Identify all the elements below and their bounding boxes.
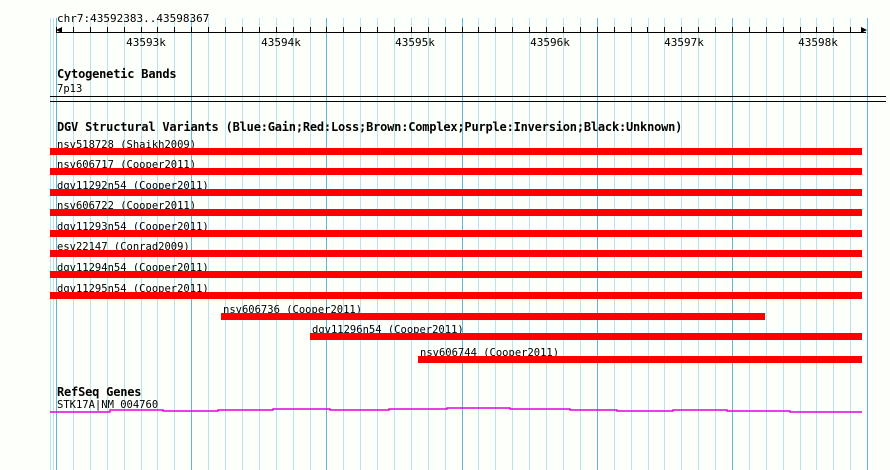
ruler-tick	[462, 27, 463, 33]
ruler-tick	[445, 27, 446, 33]
ruler-tick	[512, 27, 513, 33]
ruler-tick	[157, 27, 158, 33]
cytoband-divider-line	[50, 96, 886, 97]
ruler-tick	[394, 27, 395, 33]
ruler-tick	[631, 27, 632, 33]
ruler-tick	[664, 27, 665, 33]
ruler-tick	[377, 27, 378, 33]
ruler-tick	[360, 27, 361, 33]
ruler-tick	[816, 27, 817, 33]
ruler-tick-label: 43593k	[126, 36, 166, 49]
ruler-tick	[495, 27, 496, 33]
ruler-tick	[411, 27, 412, 33]
ruler-tick	[681, 27, 682, 33]
ruler-tick	[614, 27, 615, 33]
dgv-variant-bar[interactable]	[418, 356, 862, 363]
dgv-variant-bar[interactable]	[50, 189, 862, 196]
ruler-tick-label: 43594k	[261, 36, 301, 49]
ruler-tick	[563, 27, 564, 33]
ruler-tick	[191, 27, 192, 33]
ruler-tick	[478, 27, 479, 33]
ruler-tick	[242, 27, 243, 33]
dgv-variant-bar[interactable]	[310, 333, 862, 340]
ruler-tick	[597, 27, 598, 33]
cytogenetic-bands-title: Cytogenetic Bands	[57, 67, 177, 81]
ruler-tick	[259, 27, 260, 33]
ruler-tick	[698, 27, 699, 33]
ruler-tick	[225, 27, 226, 33]
ruler-tick-label: 43598k	[798, 36, 838, 49]
dgv-variant-bar[interactable]	[50, 230, 862, 237]
ruler-tick	[107, 27, 108, 33]
dgv-variant-bar[interactable]	[50, 292, 862, 299]
ruler-tick	[833, 27, 834, 33]
ruler-tick	[529, 27, 530, 33]
ruler-left-arrow-icon	[56, 27, 62, 33]
ruler-tick	[732, 27, 733, 33]
ruler-tick	[56, 27, 57, 33]
dgv-structural-variants-title: DGV Structural Variants (Blue:Gain;Red:L…	[57, 120, 683, 134]
dgv-variant-bar[interactable]	[221, 313, 765, 320]
ruler-tick	[326, 27, 327, 33]
ruler-tick-label: 43597k	[664, 36, 704, 49]
dgv-variant-bar[interactable]	[50, 148, 862, 155]
ruler-tick	[850, 27, 851, 33]
ruler-tick	[749, 27, 750, 33]
ruler-tick	[715, 27, 716, 33]
ruler-tick	[766, 27, 767, 33]
cytoband-divider-line	[50, 101, 886, 102]
ruler-coordinate-label: chr7:43592383..43598367	[57, 12, 210, 25]
dgv-variant-bar[interactable]	[50, 209, 862, 216]
ruler-tick-label: 43596k	[530, 36, 570, 49]
ruler-tick	[800, 27, 801, 33]
ruler-tick	[647, 27, 648, 33]
refseq-genes-title: RefSeq Genes	[57, 385, 142, 399]
ruler-tick	[580, 27, 581, 33]
ruler-tick	[124, 27, 125, 33]
ruler-tick	[73, 27, 74, 33]
ruler-tick	[174, 27, 175, 33]
cytoband-label-7p13: 7p13	[57, 83, 83, 95]
ruler-tick	[310, 27, 311, 33]
refseq-gene-model[interactable]	[0, 398, 890, 428]
dgv-variant-bar[interactable]	[50, 250, 862, 257]
ruler-tick	[141, 27, 142, 33]
refseq-gene-line	[50, 407, 862, 413]
ruler-tick	[343, 27, 344, 33]
dgv-variant-bar[interactable]	[50, 271, 862, 278]
ruler-tick	[90, 27, 91, 33]
ruler-axis-line	[56, 32, 866, 33]
ruler-tick	[293, 27, 294, 33]
ruler-tick	[428, 27, 429, 33]
dgv-variant-bar[interactable]	[50, 168, 862, 175]
ruler-tick	[208, 27, 209, 33]
refseq-gene-label-stk17a[interactable]: STK17A|NM_004760	[57, 399, 159, 411]
ruler-tick	[783, 27, 784, 33]
ruler-tick	[276, 27, 277, 33]
ruler-right-arrow-icon	[861, 27, 867, 33]
ruler-tick-label: 43595k	[395, 36, 435, 49]
ruler-tick	[546, 27, 547, 33]
